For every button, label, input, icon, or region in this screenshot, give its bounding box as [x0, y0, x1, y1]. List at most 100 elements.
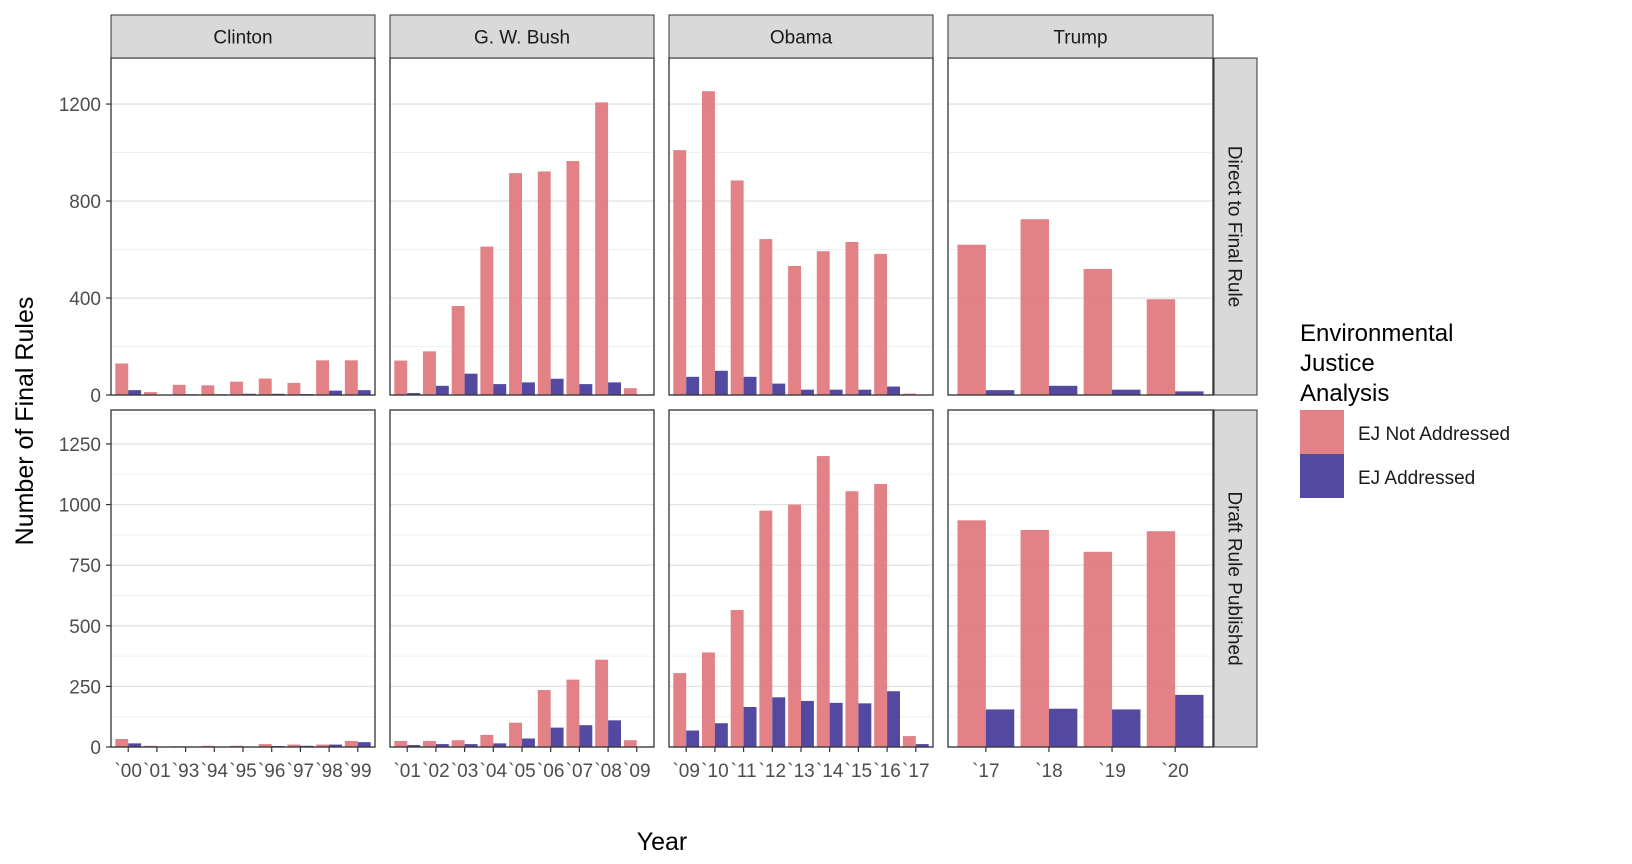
- bar-ej-not-addressed-clinton-01: [144, 392, 157, 395]
- bar-ej-not-addressed-g-w-bush-09: [623, 740, 637, 747]
- x-tick-label-g-w-bush-08: `08: [594, 761, 621, 782]
- x-tick-label-g-w-bush-04: `04: [480, 761, 508, 782]
- bar-ej-not-addressed-clinton-99: [344, 360, 358, 395]
- y-tick-label-draft-rule-published-1250: 1250: [59, 435, 101, 456]
- bar-ej-not-addressed-g-w-bush-04: [480, 246, 494, 395]
- bar-ej-not-addressed-g-w-bush-06: [537, 171, 551, 395]
- legend-label-ej-not-addressed: EJ Not Addressed: [1358, 424, 1510, 445]
- legend-swatch-ej-not-addressed: [1300, 410, 1344, 454]
- bar-ej-not-addressed-clinton-98: [316, 360, 330, 395]
- bar-ej-addressed-obama-12: [772, 697, 786, 747]
- bar-ej-addressed-obama-11: [743, 706, 757, 747]
- x-tick-label-obama-10: `10: [701, 761, 728, 782]
- bar-ej-addressed-g-w-bush-02: [435, 744, 449, 747]
- x-tick-label-g-w-bush-03: `03: [451, 761, 478, 782]
- panel-g-w-bush-direct-to-final-rule: [389, 57, 655, 396]
- x-tick-label-g-w-bush-07: `07: [566, 761, 593, 782]
- panel-clinton-draft-rule-published: [110, 409, 376, 748]
- bar-ej-addressed-trump-20: [1175, 391, 1204, 395]
- column-strip-label-obama: Obama: [770, 28, 833, 49]
- x-tick-label-obama-14: `14: [816, 761, 844, 782]
- bar-ej-not-addressed-obama-14: [816, 251, 830, 395]
- bar-ej-not-addressed-clinton-97: [287, 744, 301, 747]
- x-tick-label-obama-13: `13: [787, 761, 814, 782]
- bar-ej-not-addressed-g-w-bush-07: [566, 161, 580, 395]
- bar-ej-addressed-g-w-bush-07: [579, 725, 593, 747]
- y-axis-title: Number of Final Rules: [11, 297, 39, 546]
- bar-ej-addressed-g-w-bush-07: [579, 384, 593, 395]
- bar-ej-not-addressed-trump-18: [1020, 219, 1049, 395]
- x-tick-label-obama-16: `16: [873, 761, 900, 782]
- bar-ej-not-addressed-trump-17: [957, 520, 986, 747]
- legend: Environmental Justice Analysis EJ Not Ad…: [1300, 320, 1510, 498]
- column-strip-trump: [947, 14, 1214, 59]
- bar-ej-not-addressed-g-w-bush-05: [509, 173, 522, 395]
- bar-ej-addressed-obama-13: [801, 700, 814, 747]
- column-strip-obama: [668, 14, 934, 59]
- bar-ej-not-addressed-g-w-bush-05: [509, 722, 522, 747]
- bar-ej-not-addressed-obama-10: [702, 91, 715, 395]
- column-strip-clinton: [110, 14, 376, 59]
- x-tick-label-clinton-01: `01: [143, 761, 170, 782]
- bar-ej-not-addressed-obama-13: [788, 504, 801, 747]
- bar-ej-addressed-obama-10: [714, 723, 728, 747]
- panel-obama-draft-rule-published: [668, 409, 934, 748]
- y-tick-label-draft-rule-published-500: 500: [69, 617, 101, 638]
- x-tick-label-trump-20: `20: [1161, 761, 1188, 782]
- row-strip-direct-to-final-rule: [1213, 57, 1258, 396]
- bar-ej-not-addressed-obama-11: [730, 180, 744, 395]
- bar-ej-not-addressed-trump-20: [1146, 299, 1176, 395]
- bar-ej-not-addressed-g-w-bush-03: [451, 306, 465, 395]
- bar-ej-addressed-g-w-bush-05: [522, 382, 535, 395]
- x-tick-label-obama-11: `11: [731, 761, 757, 782]
- bar-ej-addressed-obama-12: [772, 383, 786, 395]
- panel-trump-draft-rule-published: [947, 409, 1214, 748]
- y-tick-label-draft-rule-published-1000: 1000: [59, 496, 101, 517]
- bar-ej-not-addressed-trump-20: [1146, 531, 1176, 747]
- panel-background: [111, 58, 375, 395]
- x-axis-title: Year: [637, 828, 688, 856]
- column-strip-label-trump: Trump: [1053, 28, 1107, 49]
- legend-title-line-2: Justice: [1300, 350, 1375, 377]
- bar-ej-not-addressed-trump-18: [1020, 530, 1049, 747]
- panel-background: [390, 410, 654, 747]
- bar-ej-not-addressed-obama-15: [845, 242, 859, 395]
- bar-ej-not-addressed-obama-16: [874, 253, 888, 395]
- bar-ej-addressed-obama-11: [743, 376, 757, 395]
- bar-ej-addressed-trump-18: [1048, 708, 1078, 747]
- bar-ej-not-addressed-clinton-00: [115, 738, 129, 747]
- column-strip-label-clinton: Clinton: [213, 28, 272, 49]
- x-tick-label-clinton-98: `98: [315, 761, 342, 782]
- bar-ej-not-addressed-g-w-bush-07: [566, 679, 580, 747]
- bar-ej-addressed-obama-15: [858, 389, 872, 395]
- bar-ej-addressed-obama-17: [915, 744, 929, 747]
- bar-ej-addressed-obama-09: [686, 730, 700, 747]
- x-tick-label-trump-17: `17: [972, 761, 999, 782]
- bar-ej-not-addressed-g-w-bush-02: [423, 740, 436, 747]
- bar-ej-not-addressed-trump-17: [957, 244, 986, 395]
- bar-ej-not-addressed-g-w-bush-01: [394, 740, 408, 747]
- bar-ej-addressed-obama-13: [801, 389, 814, 395]
- y-tick-label-direct-to-final-rule-0: 0: [90, 386, 101, 407]
- bar-ej-addressed-obama-10: [714, 370, 728, 395]
- bar-ej-not-addressed-obama-17: [902, 736, 916, 747]
- bar-ej-addressed-g-w-bush-03: [464, 744, 478, 747]
- strips-layer: Clinton G. W. Bush Obama Trump Direct to Fin…: [110, 14, 1258, 748]
- y-tick-label-direct-to-final-rule-400: 400: [69, 289, 101, 310]
- bar-ej-not-addressed-g-w-bush-09: [623, 388, 637, 395]
- bar-ej-not-addressed-g-w-bush-03: [451, 740, 465, 747]
- panel-g-w-bush-draft-rule-published: [389, 409, 655, 748]
- bar-ej-addressed-g-w-bush-05: [522, 738, 535, 747]
- bar-ej-addressed-g-w-bush-08: [608, 720, 621, 747]
- panel-background: [111, 410, 375, 747]
- panel-trump-direct-to-final-rule: [947, 57, 1214, 396]
- bar-ej-not-addressed-clinton-96: [258, 744, 272, 747]
- bar-ej-addressed-trump-17: [985, 709, 1015, 747]
- y-tick-label-draft-rule-published-750: 750: [69, 556, 101, 577]
- bar-ej-addressed-trump-19: [1112, 709, 1141, 747]
- bar-ej-not-addressed-obama-16: [874, 483, 888, 747]
- column-strip-g-w-bush: [389, 14, 655, 59]
- x-tick-label-obama-12: `12: [759, 761, 786, 782]
- bar-ej-addressed-obama-09: [686, 376, 700, 395]
